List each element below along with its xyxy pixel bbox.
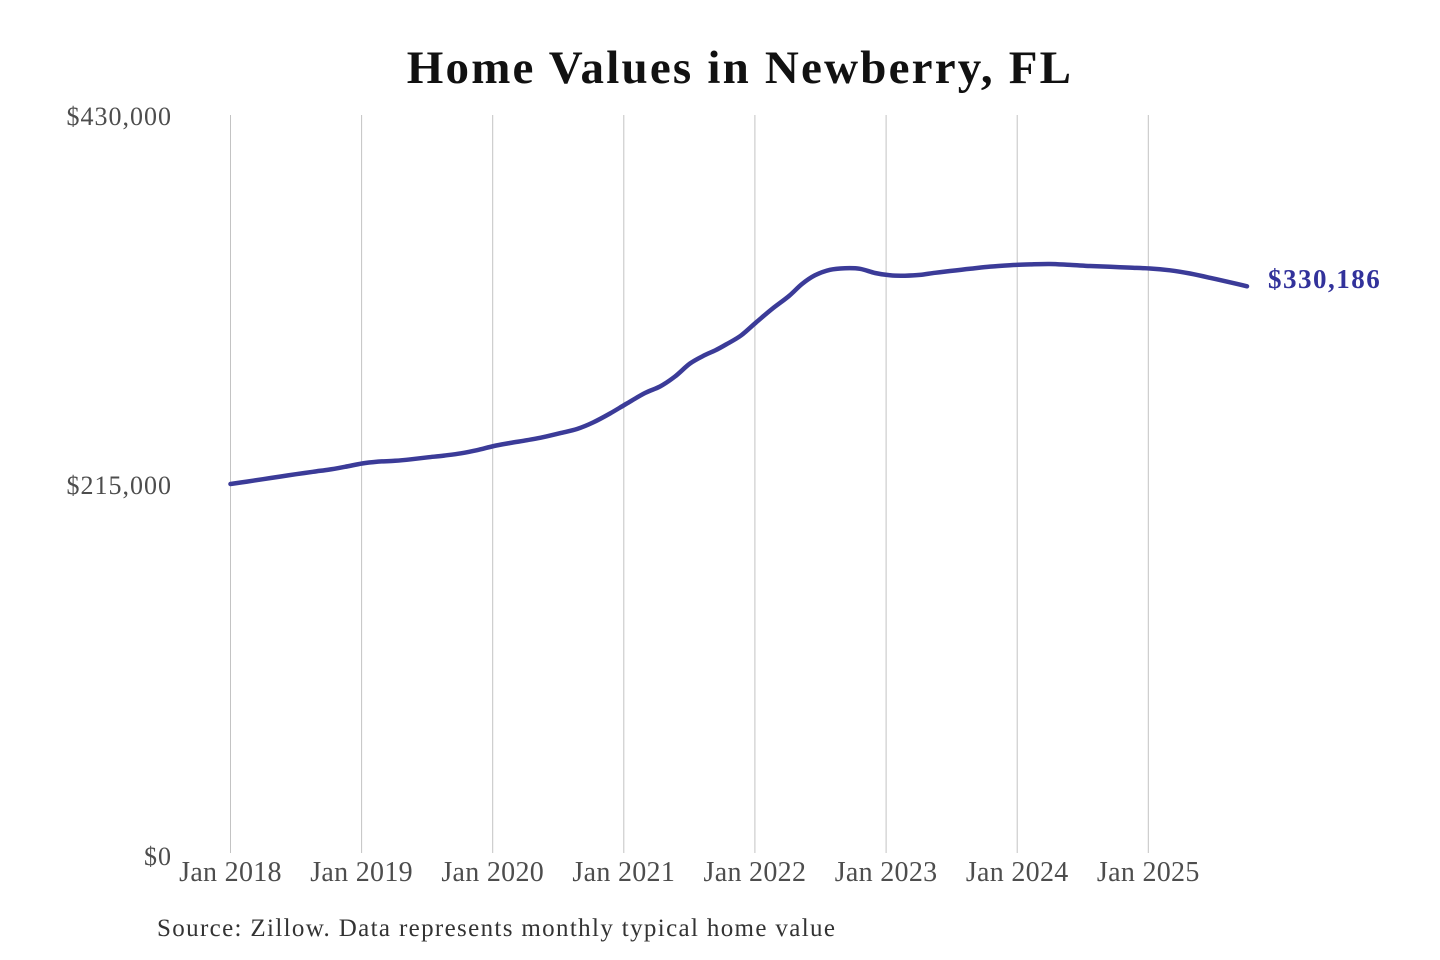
svg-text:Jan 2021: Jan 2021 (572, 857, 675, 888)
svg-text:$215,000: $215,000 (67, 471, 173, 500)
svg-text:Jan 2019: Jan 2019 (310, 857, 413, 888)
svg-text:Jan 2025: Jan 2025 (1097, 857, 1200, 888)
svg-text:Jan 2024: Jan 2024 (966, 857, 1069, 888)
svg-text:Jan 2018: Jan 2018 (179, 857, 282, 888)
svg-text:Source: Zillow. Data represent: Source: Zillow. Data represents monthly … (157, 915, 836, 942)
svg-text:Home Values in Newberry, FL: Home Values in Newberry, FL (407, 42, 1073, 94)
svg-text:Jan 2022: Jan 2022 (704, 857, 807, 888)
svg-text:Jan 2020: Jan 2020 (441, 857, 544, 888)
svg-text:$430,000: $430,000 (67, 102, 173, 131)
svg-text:Jan 2023: Jan 2023 (835, 857, 938, 888)
svg-text:$330,186: $330,186 (1268, 264, 1381, 294)
svg-text:$0: $0 (144, 842, 172, 871)
